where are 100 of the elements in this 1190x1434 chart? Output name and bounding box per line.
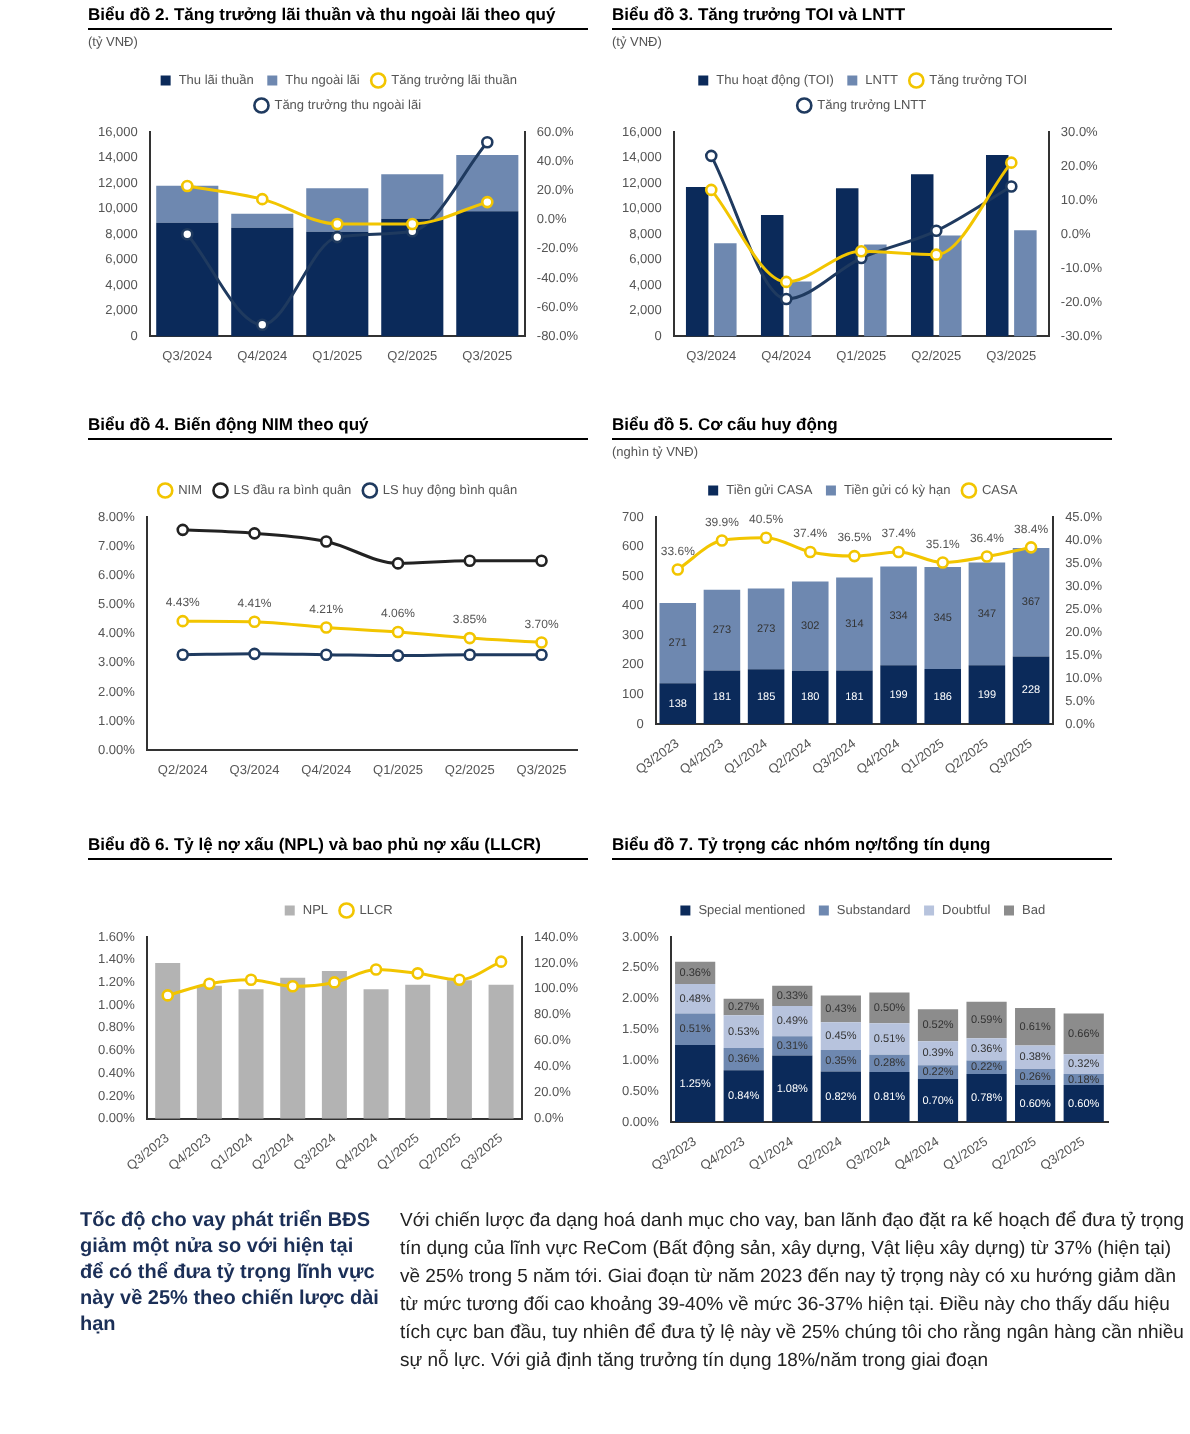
point	[930, 248, 943, 261]
point	[463, 631, 477, 645]
point	[930, 224, 943, 238]
bar	[747, 588, 785, 670]
point	[463, 554, 477, 568]
point	[671, 563, 685, 576]
point	[803, 545, 817, 559]
bar	[685, 186, 709, 337]
bar	[869, 1072, 910, 1123]
bar	[196, 985, 222, 1119]
bar	[381, 218, 444, 337]
point	[180, 179, 194, 193]
bar	[155, 963, 181, 1119]
point	[319, 535, 333, 548]
bar	[381, 174, 444, 219]
point	[481, 195, 494, 209]
bar	[747, 669, 785, 724]
point	[391, 557, 405, 570]
point	[176, 523, 190, 537]
bar	[231, 227, 294, 337]
chart-title: Biểu đồ 7. Tỷ trọng các nhóm nợ/tổng tín dụng	[612, 834, 1112, 860]
bar	[760, 215, 784, 337]
point	[1024, 541, 1038, 554]
bar	[1015, 1007, 1056, 1046]
bar	[869, 1023, 910, 1055]
bar	[836, 577, 873, 671]
bar	[835, 188, 859, 337]
point	[854, 244, 868, 258]
bar	[238, 989, 264, 1119]
point	[328, 976, 341, 989]
point	[176, 648, 190, 662]
bar	[791, 581, 829, 671]
bar	[1012, 656, 1050, 724]
bar	[1012, 548, 1050, 657]
point	[391, 649, 405, 662]
bar	[456, 211, 519, 337]
point	[848, 549, 861, 563]
point	[319, 648, 333, 662]
bar	[924, 668, 962, 724]
point	[481, 135, 494, 149]
chart-title: Biểu đồ 5. Cơ cấu huy động	[612, 414, 1112, 440]
point	[248, 527, 261, 540]
text: Tốc độ cho vay phát triển BĐS giảm một nửa so với hiện tại để có thể đưa tỷ trọng lĩnh vực này về 25% theo chiến lược dài hạn	[80, 1208, 380, 1338]
bar	[836, 670, 873, 724]
bar	[405, 984, 431, 1119]
point	[779, 275, 793, 289]
bar	[968, 562, 1006, 666]
point	[411, 967, 425, 980]
bar	[714, 243, 737, 337]
bar	[703, 670, 741, 724]
bar	[968, 665, 1006, 724]
point	[704, 149, 718, 163]
point	[704, 183, 718, 197]
bar	[772, 1055, 813, 1123]
point	[330, 230, 344, 244]
bar	[280, 977, 306, 1119]
bar	[791, 670, 829, 724]
bar	[488, 984, 514, 1119]
bar	[446, 980, 472, 1119]
text: Với chiến lược đa dạng hoá danh mục cho vay, ban lãnh đạo đặt ra kế hoạch để đưa tỷ trọng tín dụng của lĩnh vực ReCom (Bất động sản, xây dựng, Vật liệu xây dựng) từ 37% (hiện tại) về 25% trong 5 năm tới. Giai đoạn từ năm 2023 đến nay tỷ trọng này có xu hướng giảm dần từ mức tương đối cao khoảng 39-40% về mức 36-37% hiện tại. Điều này cho thấy dấu hiệu tích cực ban đầu, tuy nhiên để đưa tỷ lệ này về 25% chúng tôi cho rằng ngân hàng cần nhiều sự nỗ lực. Với giả định tăng trưởng tín dụng 18%/năm trong giai đoạn	[400, 1208, 1187, 1376]
point	[255, 318, 269, 332]
bar	[966, 1073, 1007, 1123]
point	[453, 973, 466, 987]
point	[244, 973, 258, 987]
point	[779, 292, 793, 306]
chart-title: Biểu đồ 4. Biến động NIM theo quý	[88, 414, 588, 440]
bar	[321, 971, 347, 1119]
point	[369, 963, 383, 976]
point	[248, 647, 261, 661]
bar	[985, 155, 1009, 337]
bar	[880, 566, 917, 666]
bar	[864, 244, 887, 337]
point	[980, 550, 994, 563]
point	[406, 217, 419, 231]
point	[535, 648, 548, 662]
bar	[703, 589, 741, 671]
point	[463, 648, 477, 662]
bar	[156, 185, 219, 223]
bar	[820, 1071, 861, 1123]
chart-title: Biểu đồ 6. Tỷ lệ nợ xấu (NPL) và bao phủ nợ xấu (LLCR)	[88, 834, 588, 860]
point	[535, 554, 548, 568]
bar	[456, 155, 519, 212]
point	[286, 980, 300, 993]
point	[1005, 180, 1018, 193]
point	[203, 977, 216, 991]
point	[936, 556, 950, 569]
point	[759, 531, 773, 544]
bar	[924, 566, 962, 669]
bar	[917, 1078, 959, 1123]
point	[248, 615, 261, 629]
chart-title: Biểu đồ 3. Tăng trưởng TOI và LNTT	[612, 4, 1112, 30]
bar	[156, 222, 219, 337]
point	[161, 989, 174, 1002]
point	[494, 955, 508, 968]
point	[319, 621, 333, 634]
point	[180, 227, 194, 241]
bar	[880, 665, 917, 724]
bar	[659, 603, 697, 684]
point	[255, 192, 269, 206]
chart-title: Biểu đồ 2. Tăng trưởng lãi thuần và thu ngoài lãi theo quý	[88, 4, 588, 30]
